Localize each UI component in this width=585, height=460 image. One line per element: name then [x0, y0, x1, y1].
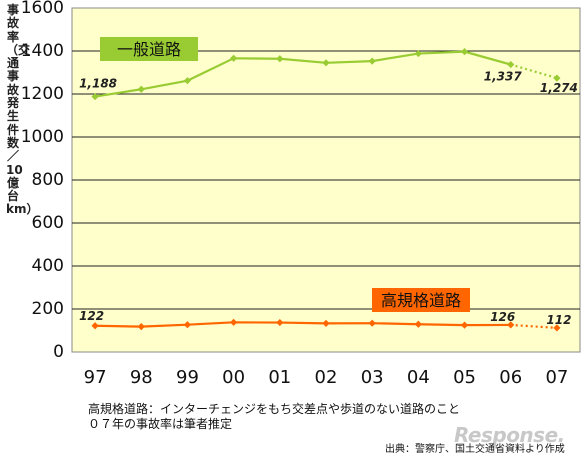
note-line: ０７年の事故率は筆者推定 [88, 417, 233, 431]
data-point [368, 57, 376, 65]
data-point [460, 321, 469, 329]
data-label: 1,188 [79, 77, 117, 91]
data-label: 122 [79, 309, 104, 323]
series-line-estimated [510, 63, 558, 80]
data-label: 1,337 [484, 70, 523, 84]
x-tick-label: 06 [499, 367, 522, 388]
y-tick-label: 1600 [21, 0, 64, 18]
data-point [230, 318, 238, 326]
y-tick-labels: 0 200 400 600 800 1000 1200 1400 1600 [21, 0, 64, 362]
y-axis-label: 事故率（交通事故発生件数／10億台km） [6, 3, 39, 217]
data-point [414, 49, 422, 58]
x-tick-label: 01 [268, 367, 291, 388]
data-point [507, 321, 515, 329]
source-note: 出典：警察庁、国土交通省資料より作成 [385, 444, 565, 455]
y-tick-label: 0 [53, 342, 64, 362]
data-point [507, 60, 515, 69]
y-tick-label: 600 [32, 213, 64, 233]
x-tick-label: 00 [222, 367, 245, 388]
data-point [91, 92, 99, 101]
y-tick-label: 800 [32, 170, 64, 190]
data-point [553, 324, 561, 332]
y-tick-label: 400 [32, 256, 64, 276]
data-point [276, 318, 284, 327]
series-group: 1,188 1,337 1,274 122 126 112 [79, 48, 578, 332]
data-point [183, 321, 192, 329]
y-tick-label: 1200 [21, 84, 64, 104]
series-line [94, 50, 512, 98]
response-logo: Response. [454, 423, 565, 447]
data-point [276, 55, 284, 63]
y-tick-label: 1000 [21, 127, 64, 147]
series-0: 1,188 1,337 1,274 [79, 48, 578, 101]
note-line: 高規格道路：インターチェンジをもち交差点や歩道のない道路のこと [88, 402, 461, 416]
y-tick-label: 1400 [21, 41, 64, 61]
series-1: 122 126 112 [79, 309, 571, 332]
data-point [414, 320, 422, 328]
data-point [322, 59, 330, 67]
x-tick-label: 05 [453, 367, 476, 388]
x-tick-label: 99 [176, 367, 199, 388]
data-point [91, 322, 99, 330]
x-tick-label: 04 [407, 367, 430, 388]
chart: 0 200 400 600 800 1000 1200 1400 1600 97 98 99 00 01… [21, 0, 581, 388]
gridlines [72, 50, 580, 310]
x-tick-label: 03 [361, 367, 384, 388]
y-tick-label: 200 [32, 299, 64, 319]
data-label: 126 [490, 310, 515, 324]
x-tick-label: 97 [84, 367, 107, 388]
x-tick-label: 02 [315, 367, 338, 388]
data-point [137, 85, 145, 93]
data-point [368, 319, 376, 327]
x-tick-label: 98 [130, 367, 153, 388]
data-point [553, 74, 561, 82]
data-point [460, 48, 469, 56]
data-point [322, 319, 330, 328]
data-label: 112 [546, 313, 571, 327]
series-line [95, 321, 511, 328]
x-tick-label: 07 [545, 367, 568, 388]
data-label: 1,274 [540, 81, 578, 95]
legend-label: 高規格道路 [381, 291, 461, 310]
x-tick-labels: 97 98 99 00 01 02 03 04 05 06 07 [84, 367, 569, 388]
chart-notes: 高規格道路：インターチェンジをもち交差点や歩道のない道路のこと ０７年の事故率は… [88, 402, 460, 432]
data-point [137, 323, 145, 331]
legend-box [372, 288, 470, 312]
legend-box [100, 37, 198, 61]
legend-label: 一般道路 [117, 40, 181, 59]
data-point [230, 54, 238, 62]
data-point [183, 77, 192, 85]
